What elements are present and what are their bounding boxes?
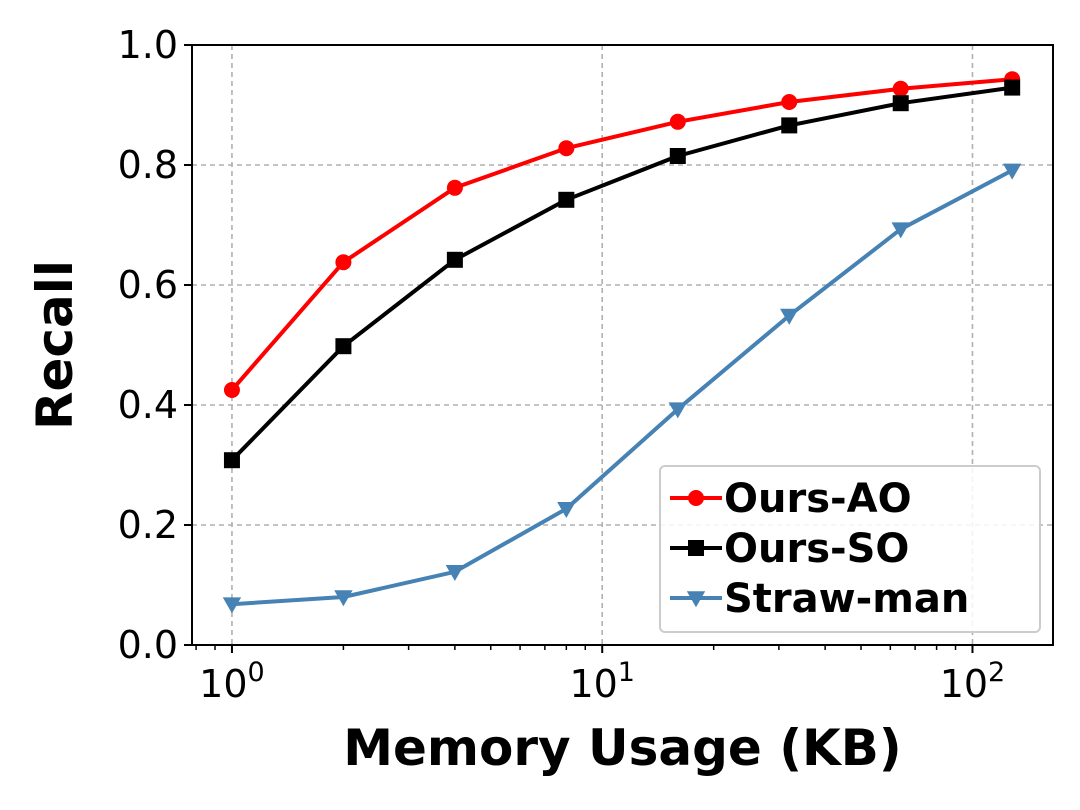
- legend-item: Straw-man: [670, 576, 969, 622]
- data-point: [223, 382, 240, 398]
- y-tick-label: 0.4: [118, 383, 178, 427]
- x-tick-exponent: 2: [988, 657, 1005, 688]
- series-line: [231, 168, 1014, 607]
- data-point: [780, 308, 799, 325]
- y-tick-label: 1.0: [118, 23, 178, 67]
- data-point: [892, 80, 909, 97]
- y-tick-label: 0.2: [118, 503, 178, 547]
- data-point: [335, 254, 352, 271]
- legend-label: Ours-SO: [724, 526, 909, 572]
- data-point: [892, 95, 909, 112]
- x-tick-base: 10: [199, 662, 247, 706]
- data-point: [781, 94, 798, 110]
- x-tick-exponent: 0: [248, 657, 265, 688]
- x-tick-label: 102: [940, 657, 1006, 706]
- legend-label: Ours-AO: [724, 476, 912, 522]
- series-ours-so: [223, 79, 1021, 469]
- x-tick-base: 10: [940, 662, 988, 706]
- y-tick-label: 0.6: [118, 263, 178, 307]
- data-point: [335, 338, 352, 355]
- x-tick-base: 10: [569, 662, 617, 706]
- data-point: [446, 251, 463, 268]
- data-point: [669, 113, 686, 130]
- series-line: [230, 85, 1013, 462]
- legend-box: [659, 465, 1041, 633]
- data-point: [222, 597, 242, 614]
- x-axis-title: Memory Usage (KB): [343, 719, 902, 777]
- data-point: [446, 179, 463, 196]
- legend-marker: [686, 591, 706, 608]
- data-point: [1004, 79, 1021, 96]
- data-point: [669, 148, 686, 164]
- series-line: [230, 77, 1013, 392]
- legend-label: Straw-man: [724, 576, 969, 622]
- data-point: [1002, 163, 1022, 180]
- series-layer: [222, 71, 1022, 614]
- data-point: [334, 590, 353, 607]
- x-tick-label: 100: [199, 657, 265, 706]
- data-point: [891, 222, 910, 239]
- legend-item: Ours-SO: [670, 526, 909, 572]
- series-straw-man: [222, 163, 1022, 614]
- data-point: [445, 565, 465, 581]
- y-tick-label: 0.0: [118, 623, 178, 667]
- plot-frame: [191, 44, 1054, 646]
- y-axis-title: Recall: [26, 260, 84, 430]
- x-tick-exponent: 1: [618, 657, 635, 688]
- legend-marker: [688, 540, 704, 556]
- legend-marker: [688, 490, 704, 506]
- series-ours-ao: [223, 71, 1021, 398]
- legend-item: Ours-AO: [670, 476, 912, 522]
- data-point: [668, 402, 687, 419]
- data-point: [781, 117, 798, 134]
- data-point: [557, 502, 576, 518]
- data-point: [558, 140, 575, 157]
- y-tick-label: 0.8: [118, 143, 178, 187]
- data-point: [223, 452, 240, 469]
- x-tick-label: 101: [569, 657, 635, 706]
- data-point: [558, 191, 575, 208]
